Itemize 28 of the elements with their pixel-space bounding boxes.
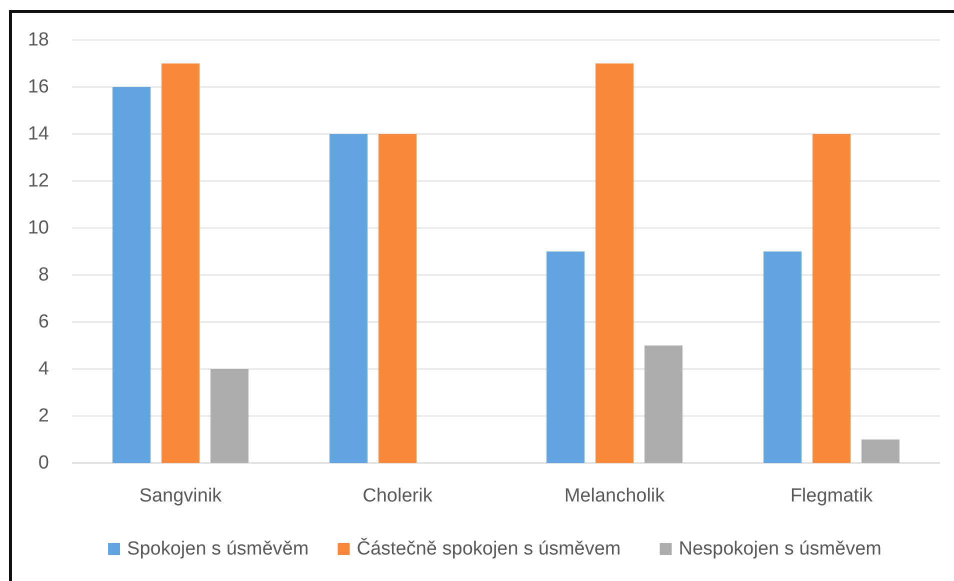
y-tick-label: 10 <box>28 218 49 238</box>
bar <box>210 369 248 463</box>
y-tick-label: 14 <box>28 124 50 144</box>
bar <box>162 64 200 463</box>
x-tick-label: Melancholik <box>564 486 666 506</box>
bar <box>330 134 368 463</box>
x-tick-label: Sangvinik <box>139 486 222 506</box>
legend-label: Nespokojen s úsměvem <box>678 538 882 560</box>
y-tick-label: 0 <box>38 452 49 474</box>
bar <box>378 134 416 463</box>
bar <box>862 440 900 463</box>
y-tick-label: 18 <box>28 30 49 50</box>
bar <box>764 252 802 463</box>
legend-label: Částečně spokojen s úsměvem <box>356 538 621 560</box>
x-tick-label: Flegmatik <box>790 486 874 506</box>
bar <box>596 64 634 463</box>
legend-label: Spokojen s úsměvěm <box>127 538 309 560</box>
bar <box>812 134 850 463</box>
y-tick-label: 4 <box>38 358 50 380</box>
bar <box>112 87 150 463</box>
bar <box>644 346 682 463</box>
y-tick-label: 8 <box>38 264 49 286</box>
bar <box>546 252 584 463</box>
y-tick-label: 2 <box>38 406 49 426</box>
x-tick-label: Cholerik <box>362 486 433 506</box>
y-tick-label: 6 <box>38 312 49 332</box>
y-tick-label: 16 <box>28 76 49 98</box>
y-tick-label: 12 <box>28 170 49 192</box>
